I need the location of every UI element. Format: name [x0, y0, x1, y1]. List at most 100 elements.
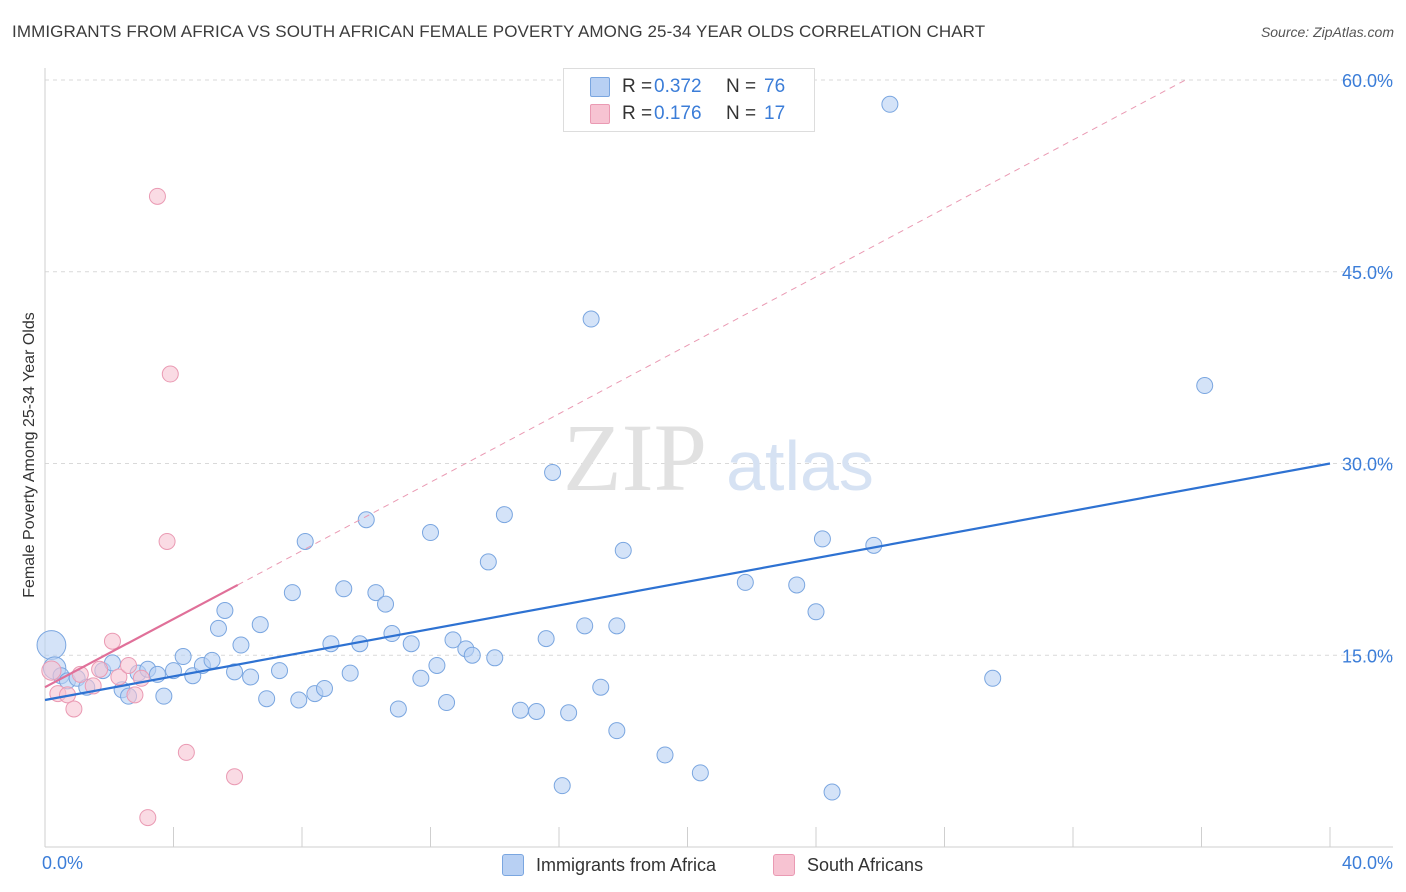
data-point-immigrants — [290, 691, 308, 709]
legend-label-immigrants: Immigrants from Africa — [536, 854, 717, 875]
data-point-immigrants — [226, 663, 244, 681]
data-point-immigrants — [511, 701, 529, 719]
legend-n-value: 76 — [764, 76, 786, 97]
watermark-atlas: atlas — [726, 427, 874, 505]
data-point-immigrants — [389, 700, 407, 718]
data-point-immigrants — [823, 783, 841, 801]
data-point-immigrants — [614, 541, 632, 559]
trend-lines — [44, 79, 1331, 702]
series-immigrants-from-africa — [36, 95, 1214, 801]
legend-swatch-pink — [590, 104, 610, 124]
legend-n-label: N = — [726, 103, 757, 124]
data-point-immigrants — [315, 679, 333, 697]
legend-r-label: R = — [622, 103, 653, 124]
data-point-south-africans — [148, 187, 166, 205]
data-point-immigrants — [813, 530, 831, 548]
data-point-south-africans — [158, 532, 176, 550]
y-tick-label: 15.0% — [1342, 646, 1393, 666]
data-point-south-africans — [126, 686, 144, 704]
data-point-immigrants — [788, 576, 806, 594]
data-point-immigrants — [383, 625, 401, 643]
data-point-south-africans — [91, 660, 109, 678]
data-point-immigrants — [582, 310, 600, 328]
gridlines — [45, 79, 1393, 656]
data-point-immigrants — [463, 646, 481, 664]
data-point-immigrants — [807, 603, 825, 621]
legend-n-value: 17 — [764, 103, 786, 124]
legend-swatch-blue — [502, 854, 524, 876]
legend-row-south-africans: R = 0.176 N = 17 — [564, 101, 785, 127]
x-tick-label: 40.0% — [1342, 853, 1393, 873]
trend-line-south-africans-extension — [237, 79, 1186, 586]
series-south-africans — [41, 187, 244, 827]
data-point-immigrants — [335, 580, 353, 598]
x-tick-label: 0.0% — [42, 853, 83, 873]
data-point-immigrants — [258, 690, 276, 708]
legend-series: Immigrants from Africa South Africans — [0, 852, 1406, 878]
data-point-immigrants — [560, 704, 578, 722]
data-point-south-africans — [65, 700, 83, 718]
data-point-south-africans — [110, 668, 128, 686]
data-point-immigrants — [553, 777, 571, 795]
data-point-immigrants — [402, 635, 420, 653]
data-point-immigrants — [544, 463, 562, 481]
legend-stats: R = 0.372 N = 76 R = 0.176 N = 17 — [563, 68, 815, 132]
data-point-south-africans — [161, 365, 179, 383]
data-point-immigrants — [232, 636, 250, 654]
data-point-immigrants — [608, 722, 626, 740]
axes — [44, 68, 1393, 848]
data-point-immigrants — [216, 602, 234, 620]
legend-item-south-africans: South Africans — [773, 852, 923, 878]
data-point-immigrants — [537, 630, 555, 648]
data-point-immigrants — [155, 687, 173, 705]
trend-line-immigrants — [44, 462, 1331, 702]
source-credit: Source: ZipAtlas.com — [1260, 24, 1394, 40]
data-point-immigrants — [428, 656, 446, 674]
legend-item-immigrants: Immigrants from Africa — [502, 852, 716, 878]
data-point-immigrants — [341, 664, 359, 682]
data-point-south-africans — [139, 809, 157, 827]
data-point-immigrants — [608, 617, 626, 635]
legend-swatch-blue — [590, 77, 610, 97]
watermark-zip: ZIP — [563, 404, 707, 511]
data-point-immigrants — [438, 694, 456, 712]
legend-swatch-pink — [773, 854, 795, 876]
tick-labels: 15.0% 30.0% 45.0% 60.0% 0.0% 40.0% — [42, 71, 1393, 873]
data-point-immigrants — [444, 631, 462, 649]
legend-row-immigrants: R = 0.372 N = 76 — [564, 74, 785, 100]
data-point-immigrants — [283, 584, 301, 602]
data-point-immigrants — [486, 649, 504, 667]
chart-title: IMMIGRANTS FROM AFRICA VS SOUTH AFRICAN … — [12, 22, 986, 41]
data-point-immigrants — [656, 746, 674, 764]
data-point-south-africans — [226, 768, 244, 786]
data-point-immigrants — [367, 584, 385, 602]
trend-line-south-africans — [44, 583, 239, 689]
data-point-immigrants — [881, 95, 899, 113]
legend-r-value: 0.372 — [654, 76, 702, 97]
legend-r-value: 0.176 — [654, 103, 702, 124]
data-point-immigrants — [251, 616, 269, 634]
data-point-immigrants — [203, 651, 221, 669]
data-point-immigrants — [377, 595, 395, 613]
data-point-immigrants — [576, 617, 594, 635]
data-point-immigrants — [296, 532, 314, 550]
data-point-immigrants — [592, 678, 610, 696]
data-point-immigrants — [528, 702, 546, 720]
data-point-south-africans — [120, 656, 138, 674]
data-point-immigrants — [495, 506, 513, 524]
data-point-south-africans — [103, 632, 121, 650]
y-tick-label: 30.0% — [1342, 455, 1393, 475]
data-point-south-africans — [177, 743, 195, 761]
watermark: ZIP atlas — [563, 404, 874, 511]
data-point-immigrants — [36, 630, 67, 660]
y-tick-label: 45.0% — [1342, 263, 1393, 283]
data-point-immigrants — [736, 573, 754, 591]
data-point-immigrants — [271, 662, 289, 680]
data-point-south-africans — [41, 660, 62, 681]
data-point-immigrants — [984, 669, 1002, 687]
data-point-immigrants — [479, 553, 497, 571]
data-point-immigrants — [422, 524, 439, 542]
y-tick-label: 60.0% — [1342, 71, 1393, 91]
data-point-immigrants — [1196, 377, 1214, 395]
